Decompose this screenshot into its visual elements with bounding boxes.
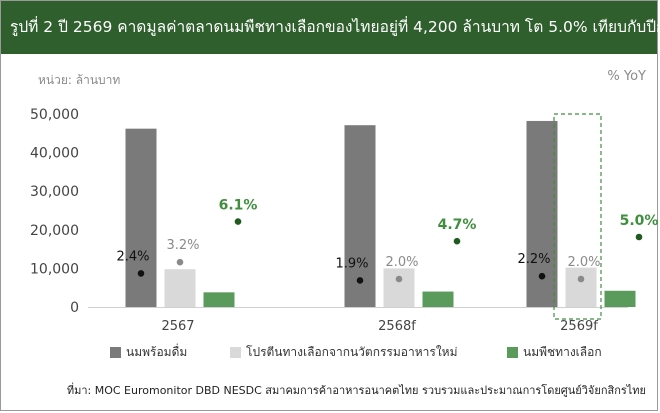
legend-swatch-alt-protein [230,347,241,358]
y-tick-label: 40,000 [30,146,79,162]
y-tick-label: 50,000 [30,107,79,123]
x-tick-label: 2568f [378,319,416,334]
legend-swatch-dairy [110,347,121,358]
bar-dairy [125,128,157,307]
bar-alt-protein [383,268,415,307]
yoy-point [137,270,145,277]
legend-swatch-plant-milk [507,347,518,358]
bar-plant-milk [422,291,454,307]
unit-label: หน่วย: ล้านบาท [38,73,121,87]
y-tick-label: 30,000 [30,184,79,200]
yoy-axis-label: % YoY [607,69,646,84]
yoy-point [234,218,242,225]
yoy-point [356,277,364,284]
bar-chart: 0 10,000 20,000 30,000 40,000 50,000 2567 2.4% 3… [30,107,659,334]
page-title: รูปที่ 2 ปี 2569 คาดมูลค่าตลาดนมพืชทางเล… [1,1,660,54]
legend-label-plant-milk: นมพืชทางเลือก [523,345,602,359]
yoy-data-label: 5.0% [620,213,659,229]
legend-item-plant-milk: นมพืชทางเลือก [507,343,602,362]
bar-alt-protein [164,269,196,307]
yoy-data-label: 2.0% [385,255,418,270]
legend-label-alt-protein: โปรตีนทางเลือกจากนวัตกรรมอาหารใหม่ [246,345,458,359]
y-tick-label: 10,000 [30,261,79,277]
yoy-data-label: 4.7% [438,217,477,233]
yoy-point [538,272,546,280]
bar-plant-milk [604,290,636,307]
legend: นมพร้อมดื่ม โปรตีนทางเลือกจากนวัตกรรมอาห… [0,343,660,363]
yoy-point [176,258,184,266]
x-tick-label: 2567 [161,319,194,334]
yoy-point [635,233,643,241]
legend-item-dairy: นมพร้อมดื่ม [110,343,187,362]
yoy-data-label: 2.2% [517,252,550,267]
yoy-data-label: 2.4% [116,249,149,264]
yoy-data-label: 3.2% [166,238,199,253]
y-tick-label: 0 [70,300,79,316]
legend-label-dairy: นมพร้อมดื่ม [126,345,188,359]
yoy-data-label: 1.9% [335,256,368,271]
legend-item-alt-protein: โปรตีนทางเลือกจากนวัตกรรมอาหารใหม่ [230,343,458,362]
yoy-point [453,237,461,245]
bar-alt-protein [565,267,597,307]
bar-dairy [344,125,376,307]
x-tick-label: 2569f [560,319,598,334]
y-tick-label: 20,000 [30,223,79,239]
yoy-data-label: 6.1% [219,198,258,214]
yoy-data-label: 2.0% [567,255,600,270]
bar-plant-milk [203,292,235,307]
source-note: ที่มา: MOC Euromonitor DBD NESDC สมาคมกา… [66,384,646,397]
highlight-box [553,113,602,320]
yoy-point [577,275,585,283]
yoy-point [395,275,403,283]
